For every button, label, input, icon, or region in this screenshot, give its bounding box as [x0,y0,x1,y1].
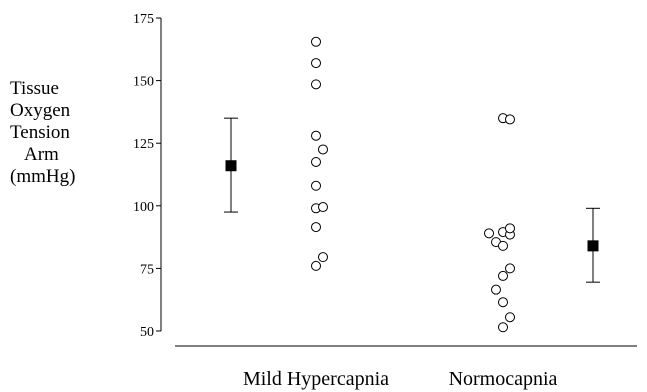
y-axis-label-line: Tissue [10,78,59,99]
data-point [505,223,515,234]
data-point [505,114,515,125]
y-tick-label: 50 [140,325,154,340]
y-tick-label: 75 [140,262,154,277]
data-point [318,252,328,263]
y-tick-label: 150 [133,75,154,90]
data-point [505,312,515,323]
data-point [318,144,328,155]
y-axis-label-line: Oxygen [10,100,71,121]
y-tick-label: 125 [133,137,154,152]
data-point [311,260,321,271]
data-point [311,36,321,47]
x-category-label: Normocapnia [449,368,558,390]
data-point [498,322,508,333]
data-point [498,297,508,308]
y-axis-label-line: Arm [24,144,59,165]
data-point [318,202,328,213]
mean-marker [587,240,599,252]
data-point [311,58,321,69]
data-point [491,284,501,295]
axes: 50 75 100 125 150 175 Mild Hypercapnia Normocap… [133,12,637,390]
data-point [484,228,494,239]
data-point [498,240,508,251]
data-point [311,156,321,167]
data-point [505,263,515,274]
y-axis-label-line: Tension [10,122,70,143]
x-category-label: Mild Hypercapnia [243,368,389,390]
data-point [311,222,321,233]
y-tick-label: 175 [133,12,154,27]
data-point [498,270,508,281]
data-point [311,180,321,191]
y-axis-label: Tissue Oxygen Tension Arm (mmHg) [10,78,120,188]
data-point [311,79,321,90]
y-axis-label-line: (mmHg) [10,166,76,187]
chart-marks [224,36,600,333]
y-tick-label: 100 [133,200,154,215]
mean-marker [225,160,237,172]
data-point [311,130,321,141]
